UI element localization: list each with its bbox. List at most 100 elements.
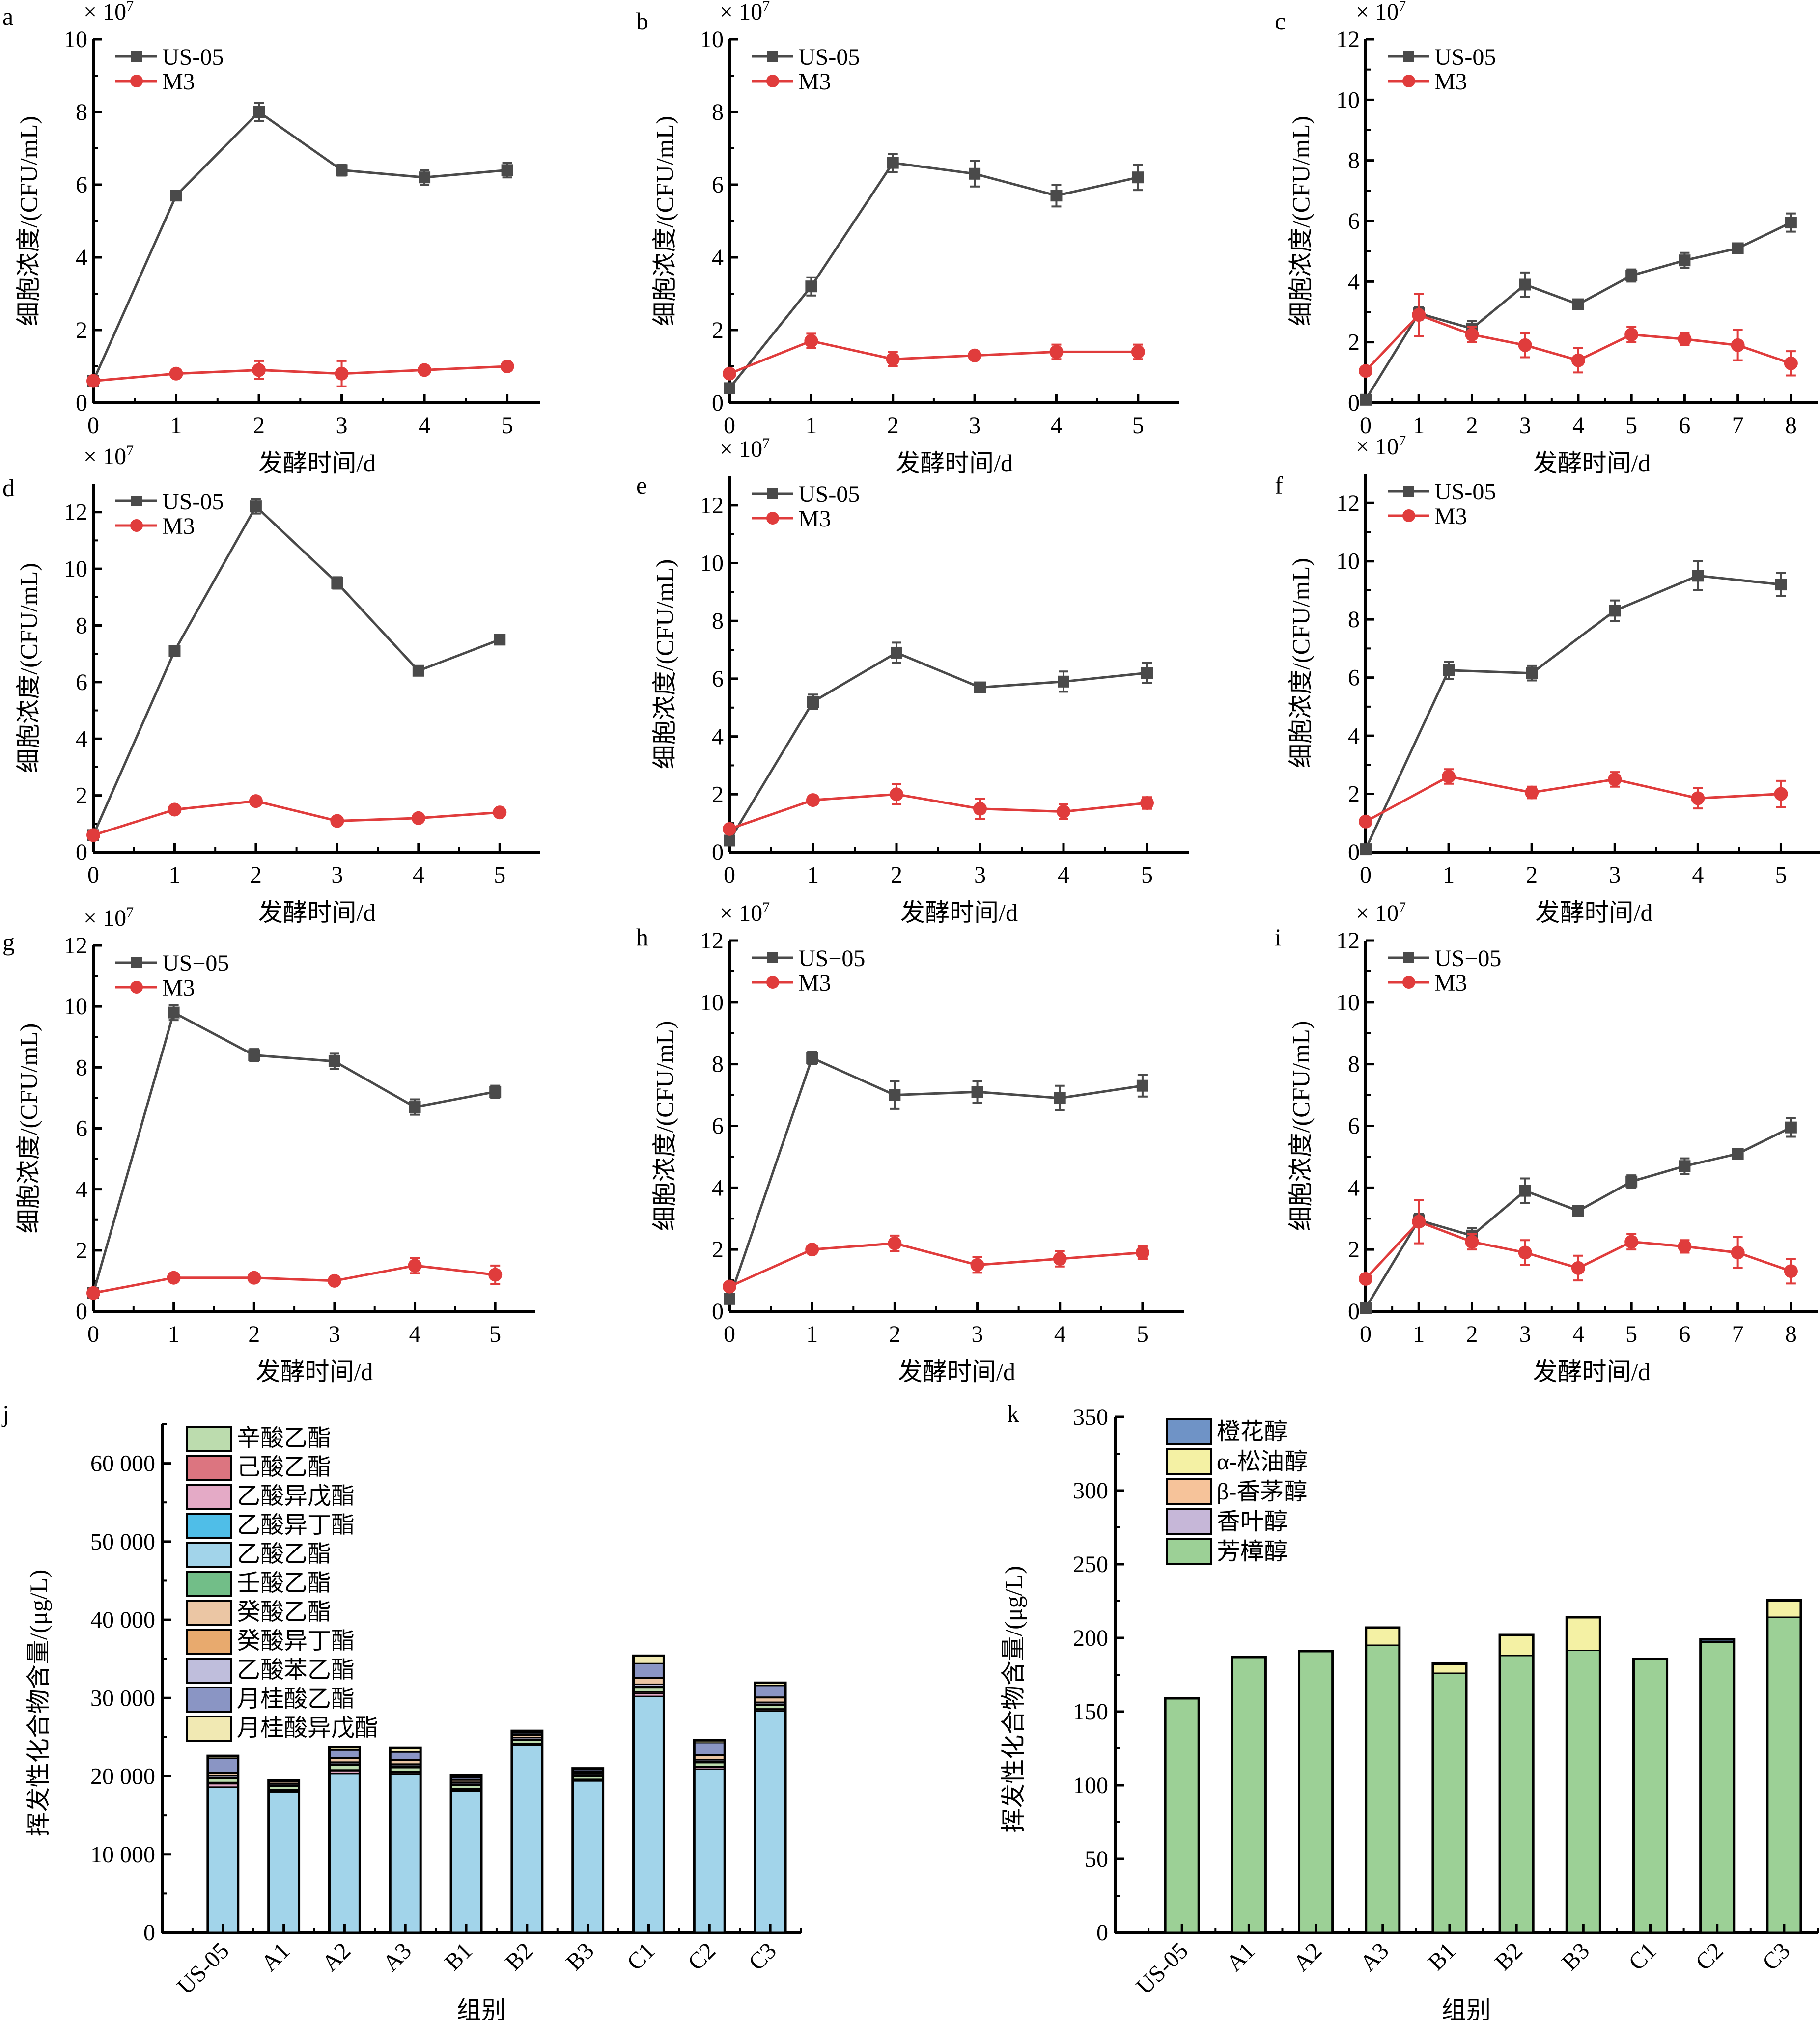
data-point-circle bbox=[1412, 308, 1426, 322]
y-tick-label: 10 bbox=[1336, 990, 1360, 1016]
bar-stack bbox=[1699, 1638, 1736, 1934]
legend-swatch bbox=[186, 1716, 232, 1742]
x-tick-label: 5 bbox=[1137, 1321, 1148, 1347]
panel-label: b bbox=[636, 7, 648, 35]
y-axis-label: 细胞浓度/(CFU/mL) bbox=[651, 1021, 678, 1231]
series-us05 bbox=[724, 1051, 1148, 1305]
bar-stack bbox=[206, 1754, 240, 1934]
y-axis-label: 细胞浓度/(CFU/mL) bbox=[15, 1024, 42, 1234]
x-tick-label: C2 bbox=[1690, 1937, 1728, 1975]
y-tick-label: 50 bbox=[1085, 1846, 1108, 1872]
data-point-square bbox=[1136, 1079, 1148, 1092]
bar-stack bbox=[267, 1779, 301, 1934]
panel-label: a bbox=[2, 2, 13, 30]
y-tick-label: 12 bbox=[64, 499, 87, 526]
data-point-square bbox=[1679, 1160, 1691, 1172]
bar-stack bbox=[1632, 1658, 1669, 1934]
x-tick-label: A3 bbox=[378, 1937, 417, 1976]
data-point-circle bbox=[973, 802, 987, 816]
y-tick-label: 6 bbox=[712, 666, 724, 692]
bar-segment bbox=[328, 1749, 361, 1759]
panel-label: j bbox=[1, 1400, 9, 1427]
bar-segment bbox=[450, 1790, 482, 1934]
bar-segment bbox=[1766, 1616, 1802, 1934]
data-point-circle bbox=[1691, 791, 1705, 805]
x-tick-label: 1 bbox=[806, 1321, 818, 1347]
data-point-circle bbox=[500, 360, 514, 373]
bar-segment bbox=[1298, 1650, 1334, 1934]
data-point-circle bbox=[1678, 1239, 1692, 1253]
x-tick-label: 1 bbox=[168, 1321, 180, 1347]
bar-segment bbox=[389, 1773, 421, 1934]
data-point-square bbox=[1360, 393, 1372, 406]
series-us05 bbox=[1360, 560, 1787, 856]
x-tick-label: B3 bbox=[561, 1937, 599, 1975]
legend-label: 壬酸乙酯 bbox=[237, 1570, 331, 1596]
axis-multiplier: × 107 bbox=[84, 443, 134, 470]
data-point-circle bbox=[330, 814, 344, 828]
x-axis-label: 发酵时间/d bbox=[258, 899, 376, 926]
bar-segment bbox=[268, 1791, 300, 1934]
x-tick-label: C2 bbox=[683, 1937, 721, 1975]
y-tick-label: 10 bbox=[700, 27, 724, 53]
series-line bbox=[728, 161, 1139, 389]
y-tick-label: 4 bbox=[76, 726, 87, 752]
bar-segment bbox=[511, 1744, 543, 1934]
x-tick-label: US-05 bbox=[1131, 1937, 1193, 1999]
bar-stack bbox=[1365, 1626, 1401, 1934]
x-tick-label: A1 bbox=[1221, 1937, 1260, 1976]
axis-multiplier: × 107 bbox=[720, 435, 770, 462]
y-tick-label: 0 bbox=[76, 390, 87, 416]
y-axis-label: 挥发性化合物含量/(μg/L) bbox=[1000, 1566, 1027, 1832]
y-tick-label: 4 bbox=[1348, 723, 1360, 749]
data-point-square bbox=[806, 1052, 818, 1064]
y-tick-label: 100 bbox=[1073, 1772, 1108, 1799]
y-tick-label: 4 bbox=[712, 1175, 724, 1201]
x-tick-label: 2 bbox=[1466, 1321, 1478, 1347]
data-point-circle bbox=[335, 366, 349, 381]
y-tick-label: 60 000 bbox=[90, 1451, 155, 1477]
series-us05 bbox=[724, 153, 1144, 394]
data-point-square bbox=[891, 646, 902, 659]
legend-marker-square bbox=[767, 488, 778, 499]
x-tick-label: 2 bbox=[248, 1321, 260, 1347]
x-tick-label: A3 bbox=[1355, 1937, 1394, 1976]
legend-label: M3 bbox=[162, 975, 195, 1001]
data-point-circle bbox=[169, 366, 183, 381]
data-point-square bbox=[328, 1055, 340, 1067]
data-point-square bbox=[336, 164, 348, 176]
legend-label: 乙酸乙酯 bbox=[237, 1541, 331, 1567]
y-tick-label: 0 bbox=[1348, 390, 1360, 416]
series-m3 bbox=[723, 332, 1145, 381]
data-point-square bbox=[805, 280, 817, 293]
series-line bbox=[1365, 775, 1781, 823]
legend-marker-square bbox=[767, 51, 778, 62]
legend-marker-circle bbox=[766, 976, 779, 989]
y-tick-label: 0 bbox=[1096, 1920, 1108, 1946]
x-tick-label: 3 bbox=[1609, 862, 1621, 888]
x-tick-label: 8 bbox=[1785, 413, 1797, 439]
x-tick-label: 2 bbox=[891, 862, 902, 888]
x-tick-label: 0 bbox=[724, 1321, 735, 1347]
bar-segment bbox=[1365, 1627, 1400, 1646]
x-tick-label: B3 bbox=[1557, 1937, 1595, 1975]
panel-label: d bbox=[2, 474, 15, 501]
x-tick-label: 4 bbox=[1058, 862, 1069, 888]
y-tick-label: 150 bbox=[1073, 1699, 1108, 1725]
bar-stack bbox=[1164, 1697, 1200, 1934]
data-point-circle bbox=[1412, 1215, 1426, 1229]
y-axis-label: 细胞浓度/(CFU/mL) bbox=[1287, 1021, 1315, 1231]
legend-label: US-05 bbox=[162, 489, 224, 515]
legend-marker-circle bbox=[130, 981, 143, 994]
bar-segment bbox=[754, 1685, 786, 1698]
data-point-square bbox=[1050, 190, 1063, 202]
legend-swatch bbox=[186, 1629, 232, 1655]
legend-label: US−05 bbox=[162, 950, 229, 976]
legend-swatch bbox=[186, 1600, 232, 1626]
y-axis-label: 细胞浓度/(CFU/mL) bbox=[651, 116, 678, 326]
x-tick-label: 3 bbox=[969, 413, 980, 439]
legend-marker-circle bbox=[130, 519, 143, 532]
data-point-square bbox=[168, 645, 181, 657]
legend-swatch bbox=[1166, 1508, 1212, 1535]
